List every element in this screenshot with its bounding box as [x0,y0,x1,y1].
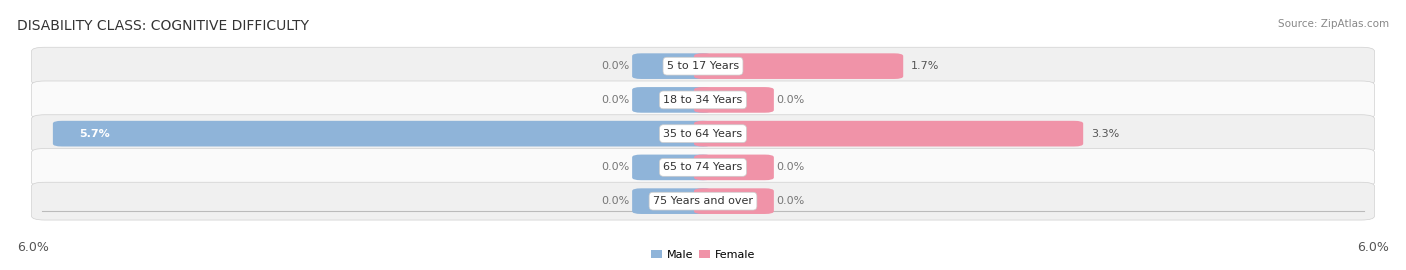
Text: DISABILITY CLASS: COGNITIVE DIFFICULTY: DISABILITY CLASS: COGNITIVE DIFFICULTY [17,19,309,33]
FancyBboxPatch shape [31,115,1375,153]
Text: 35 to 64 Years: 35 to 64 Years [664,129,742,139]
FancyBboxPatch shape [53,121,711,146]
FancyBboxPatch shape [695,121,1083,146]
Text: 6.0%: 6.0% [17,241,49,254]
FancyBboxPatch shape [31,182,1375,220]
Legend: Male, Female: Male, Female [647,245,759,264]
FancyBboxPatch shape [633,87,711,113]
Text: 1.7%: 1.7% [911,61,939,71]
Text: 75 Years and over: 75 Years and over [652,196,754,206]
Text: 0.0%: 0.0% [602,61,630,71]
Text: 65 to 74 Years: 65 to 74 Years [664,162,742,173]
Text: 6.0%: 6.0% [1357,241,1389,254]
FancyBboxPatch shape [695,87,773,113]
FancyBboxPatch shape [633,53,711,79]
Text: 0.0%: 0.0% [602,196,630,206]
FancyBboxPatch shape [31,47,1375,85]
Text: 5.7%: 5.7% [79,129,110,139]
Text: 0.0%: 0.0% [776,95,804,105]
FancyBboxPatch shape [633,154,711,180]
Text: 0.0%: 0.0% [602,95,630,105]
Text: 5 to 17 Years: 5 to 17 Years [666,61,740,71]
FancyBboxPatch shape [31,148,1375,186]
Text: 18 to 34 Years: 18 to 34 Years [664,95,742,105]
Text: 3.3%: 3.3% [1091,129,1119,139]
FancyBboxPatch shape [31,81,1375,119]
FancyBboxPatch shape [695,154,773,180]
FancyBboxPatch shape [633,188,711,214]
Text: 0.0%: 0.0% [776,162,804,173]
Text: 0.0%: 0.0% [776,196,804,206]
Text: Source: ZipAtlas.com: Source: ZipAtlas.com [1278,19,1389,29]
Text: 0.0%: 0.0% [602,162,630,173]
FancyBboxPatch shape [695,188,773,214]
FancyBboxPatch shape [695,53,903,79]
